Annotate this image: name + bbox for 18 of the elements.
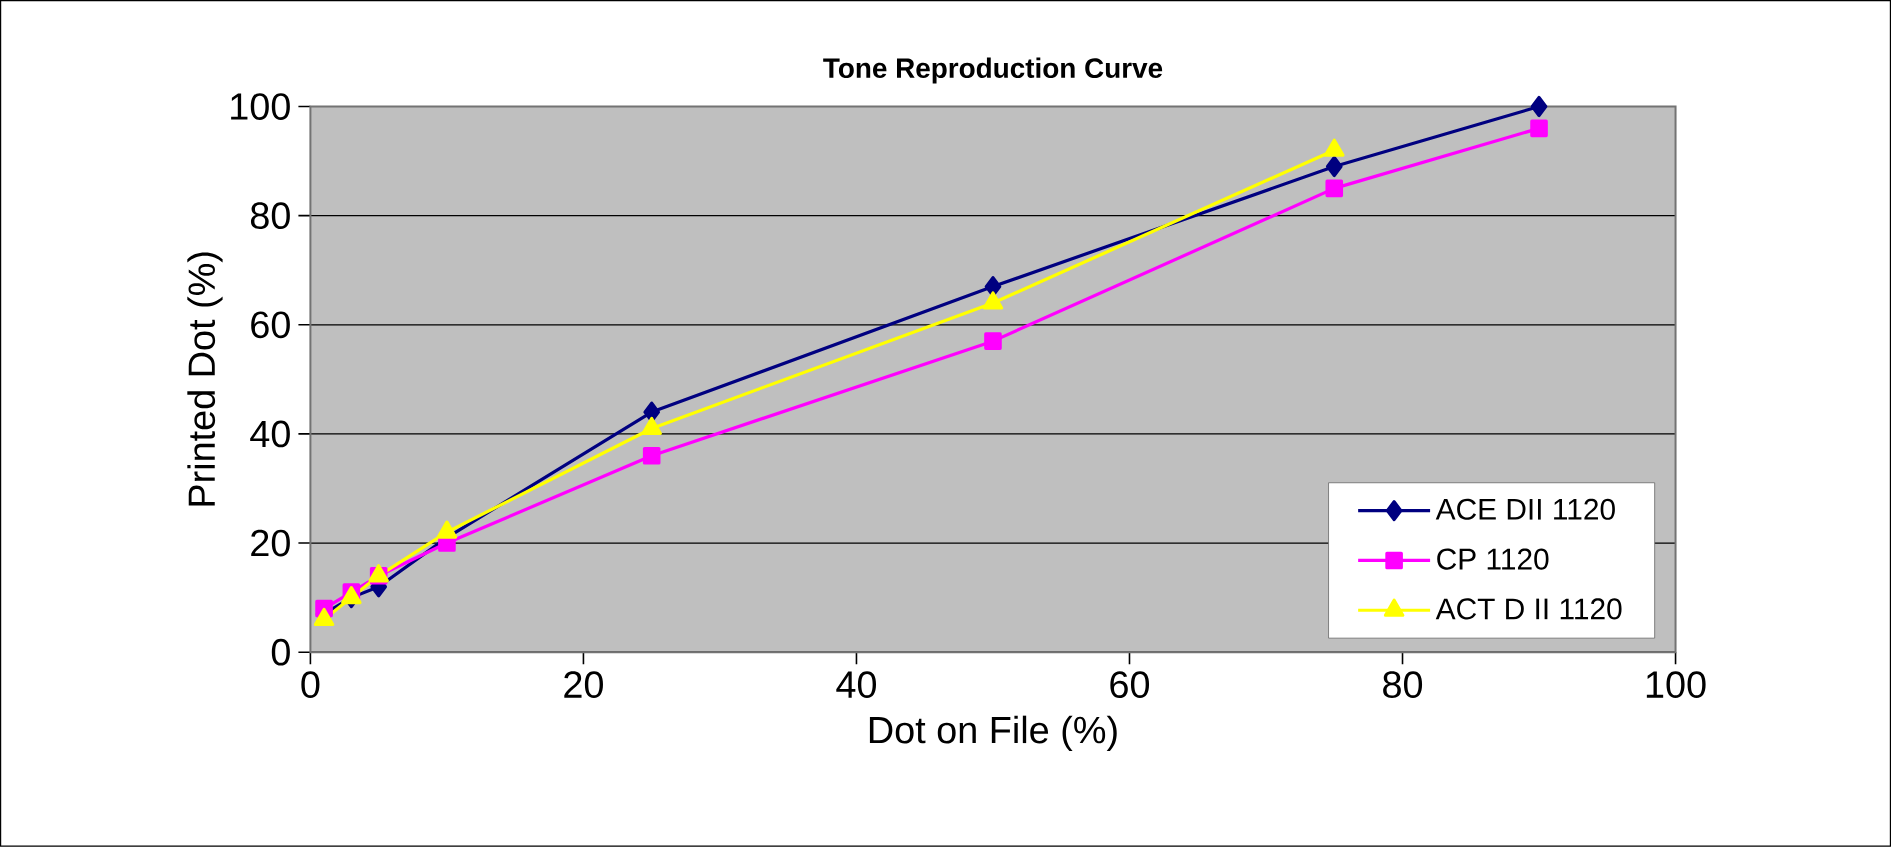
y-tick-label: 60	[251, 311, 290, 339]
x-tick-label: 0	[301, 671, 320, 699]
y-tick-label: 100	[231, 93, 290, 121]
y-tick-label: 40	[250, 420, 290, 448]
y-tick-label: 20	[251, 529, 290, 557]
chart-title: Tone Reproduction Curve	[823, 57, 1163, 84]
legend-label: ACE DII 1120	[1435, 498, 1615, 521]
x-axis-title: Dot on File (%)	[869, 715, 1117, 752]
x-tick-label: 60	[1110, 671, 1150, 699]
legend-label: CP 1120	[1437, 548, 1549, 570]
y-axis-title: Printed Dot (%)	[187, 252, 223, 506]
x-tick-label: 20	[564, 671, 603, 699]
x-tick-label: 80	[1383, 671, 1423, 699]
x-tick-label: 100	[1646, 671, 1706, 699]
x-tick-label: 40	[836, 671, 877, 699]
legend-label: ACT D II 1120	[1435, 598, 1622, 620]
y-tick-label: 80	[250, 202, 290, 230]
y-tick-label: 0	[271, 638, 290, 666]
